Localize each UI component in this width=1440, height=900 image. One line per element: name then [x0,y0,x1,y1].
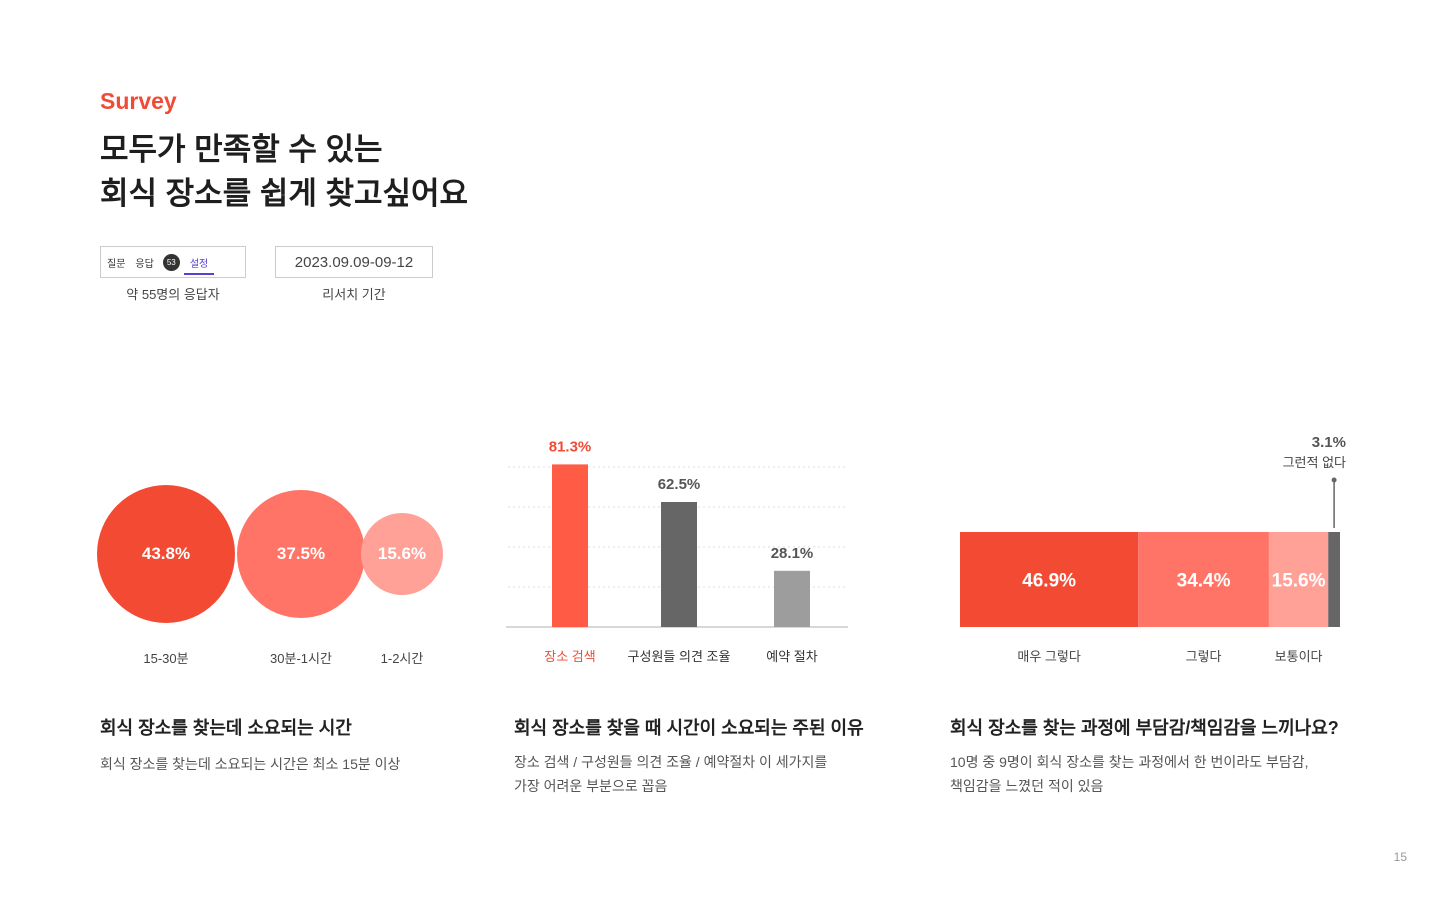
respondents-caption: 약 55명의 응답자 [126,287,220,302]
bar-category-label: 예약 절차 [766,649,817,664]
stack-segment [1328,532,1340,627]
bubble-value-label: 37.5% [276,543,326,563]
bar [552,464,588,627]
tab-questions[interactable]: 질문 [107,247,125,277]
stack-value-label: 3.1% [1312,434,1346,451]
bar-category-label: 구성원들 의견 조율 [628,649,731,664]
stack-segment [1138,532,1269,627]
research-period-caption: 리서치 기간 [322,287,386,302]
tab-responses-label: 응답 [135,258,154,270]
research-date-range: 2023.09.09-09-12 [275,246,433,278]
section-burden-title: 회식 장소를 찾는 과정에 부담감/책임감을 느끼나요? [950,718,1339,738]
page-title-line-1: 모두가 만족할 수 있는 [100,132,383,167]
bubble-value-label: 15.6% [377,543,427,563]
stack-value-label: 34.4% [1177,571,1231,592]
section-reasons-desc: 장소 검색 / 구성원들 의견 조율 / 예약절차 이 세가지를 가장 어려운 … [514,750,864,798]
page-title-line-2: 회식 장소를 쉽게 찾고싶어요 [100,176,469,211]
survey-tabs: 질문 응답 53 설정 [100,246,246,278]
bubble: 43.8% [97,485,235,623]
bar [774,570,810,627]
section-reasons-title: 회식 장소를 찾을 때 시간이 소요되는 주된 이유 [514,718,864,738]
bubble: 37.5% [237,490,365,618]
section-time-desc: 회식 장소를 찾는데 소요되는 시간은 최소 15분 이상 [100,752,400,776]
bar-category-label: 장소 검색 [544,649,595,664]
response-count-badge: 53 [162,253,180,271]
tab-questions-label: 질문 [107,258,126,270]
bar-value-label: 62.5% [658,476,701,493]
section-reasons-desc-line-1: 장소 검색 / 구성원들 의견 조율 / 예약절차 이 세가지를 [514,754,828,770]
section-burden: 회식 장소를 찾는 과정에 부담감/책임감을 느끼나요? 10명 중 9명이 회… [950,714,1339,798]
reasons-bar-chart: 81.3% 장소 검색 62.5% 구성원들 의견 조율 28.1% 예약 절차 [506,438,848,664]
time-spent-bubble-chart: 43.8% 15-30분 37.5% 30분-1시간 15.6% 1-2시간 [90,480,460,680]
section-time-desc-line: 회식 장소를 찾는데 소요되는 시간은 최소 15분 이상 [100,756,401,772]
bubble-category-label: 15-30분 [143,651,189,666]
section-reasons: 회식 장소를 찾을 때 시간이 소요되는 주된 이유 장소 검색 / 구성원들 … [514,714,864,798]
stack-segment [1268,532,1329,627]
bar-value-label: 28.1% [771,545,814,562]
burden-stacked-bar-chart: 46.9% 매우 그렇다 34.4% 그렇다 15.6% 보통이다 3.1% 그런적 없다 [960,434,1346,664]
tab-settings-label: 설정 [189,258,209,270]
eyebrow-label: Survey [100,88,177,114]
section-burden-desc-line-2: 책임감을 느꼈던 적이 있음 [950,778,1104,794]
page-number: 15 [1393,850,1407,864]
bubble-category-label: 1-2시간 [380,651,424,666]
bar [661,502,697,627]
stack-segment [960,532,1139,627]
tab-settings[interactable]: 설정 [183,247,215,277]
section-burden-desc: 10명 중 9명이 회식 장소를 찾는 과정에서 한 번이라도 부담감, 책임감… [950,750,1339,798]
callout-dot [1331,477,1337,483]
page-title: 모두가 만족할 수 있는 회식 장소를 쉽게 찾고싶어요 [100,128,468,216]
section-time-title: 회식 장소를 찾는데 소요되는 시간 [100,718,352,738]
section-reasons-desc-line-2: 가장 어려운 부분으로 꼽음 [514,778,668,794]
stack-value-label: 46.9% [1022,571,1076,592]
tab-responses[interactable]: 응답 53 [135,247,180,277]
section-time: 회식 장소를 찾는데 소요되는 시간 회식 장소를 찾는데 소요되는 시간은 최… [100,714,400,776]
stack-category-label: 보통이다 [1275,649,1323,664]
bubble: 15.6% [360,512,444,596]
bar-value-label: 81.3% [549,438,592,455]
stack-value-label: 15.6% [1272,571,1326,592]
stack-category-label: 그렇다 [1186,649,1222,664]
stack-category-label: 매우 그렇다 [1017,649,1080,664]
stack-category-label: 그런적 없다 [1283,455,1346,470]
bubble-value-label: 43.8% [141,544,191,563]
bubble-category-label: 30분-1시간 [270,651,332,666]
section-burden-desc-line-1: 10명 중 9명이 회식 장소를 찾는 과정에서 한 번이라도 부담감, [950,754,1309,770]
